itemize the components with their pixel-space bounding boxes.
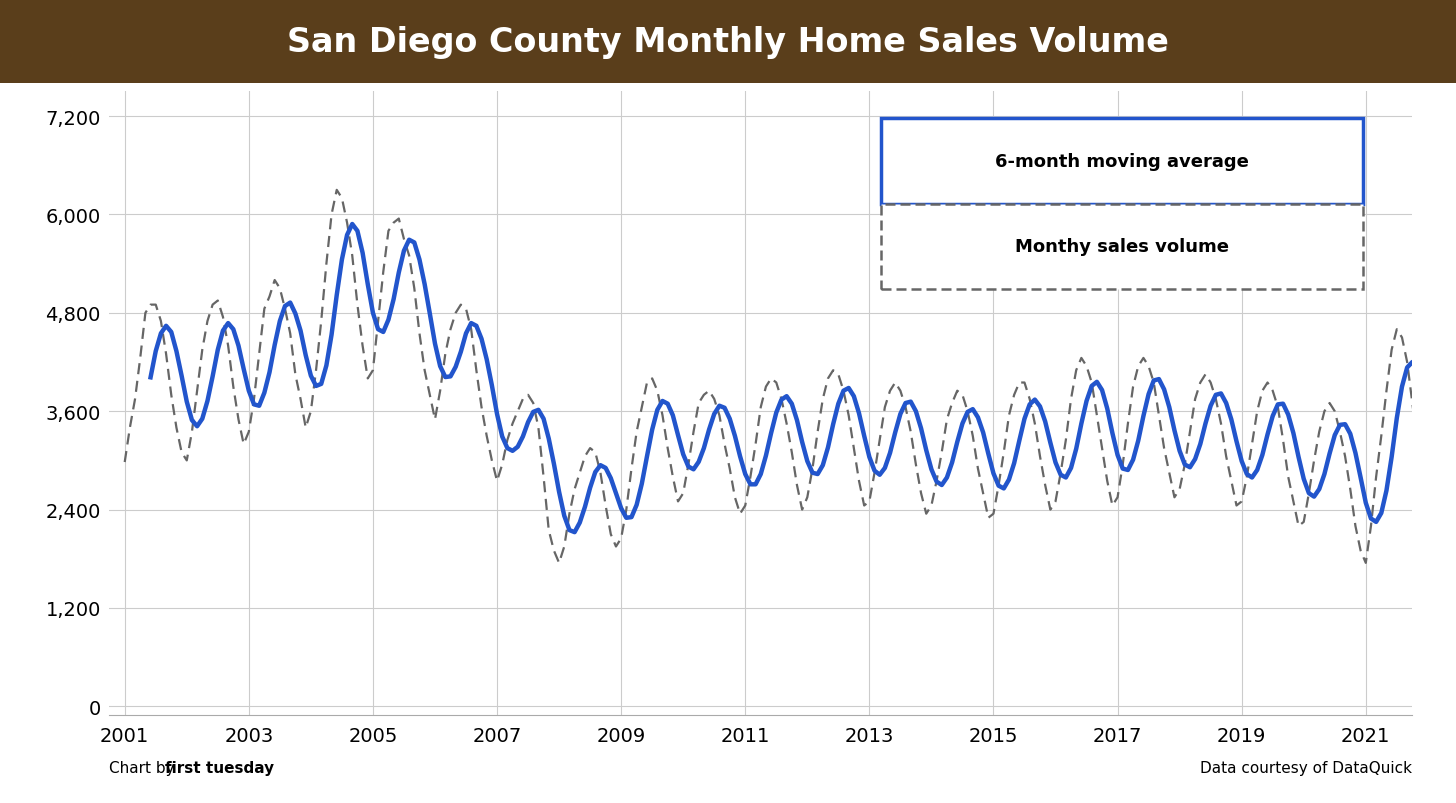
Text: first tuesday: first tuesday	[165, 760, 274, 775]
Text: San Diego County Monthly Home Sales Volume: San Diego County Monthly Home Sales Volu…	[287, 26, 1169, 59]
Text: Data courtesy of DataQuick: Data courtesy of DataQuick	[1200, 760, 1412, 775]
Text: Chart by: Chart by	[109, 760, 179, 775]
